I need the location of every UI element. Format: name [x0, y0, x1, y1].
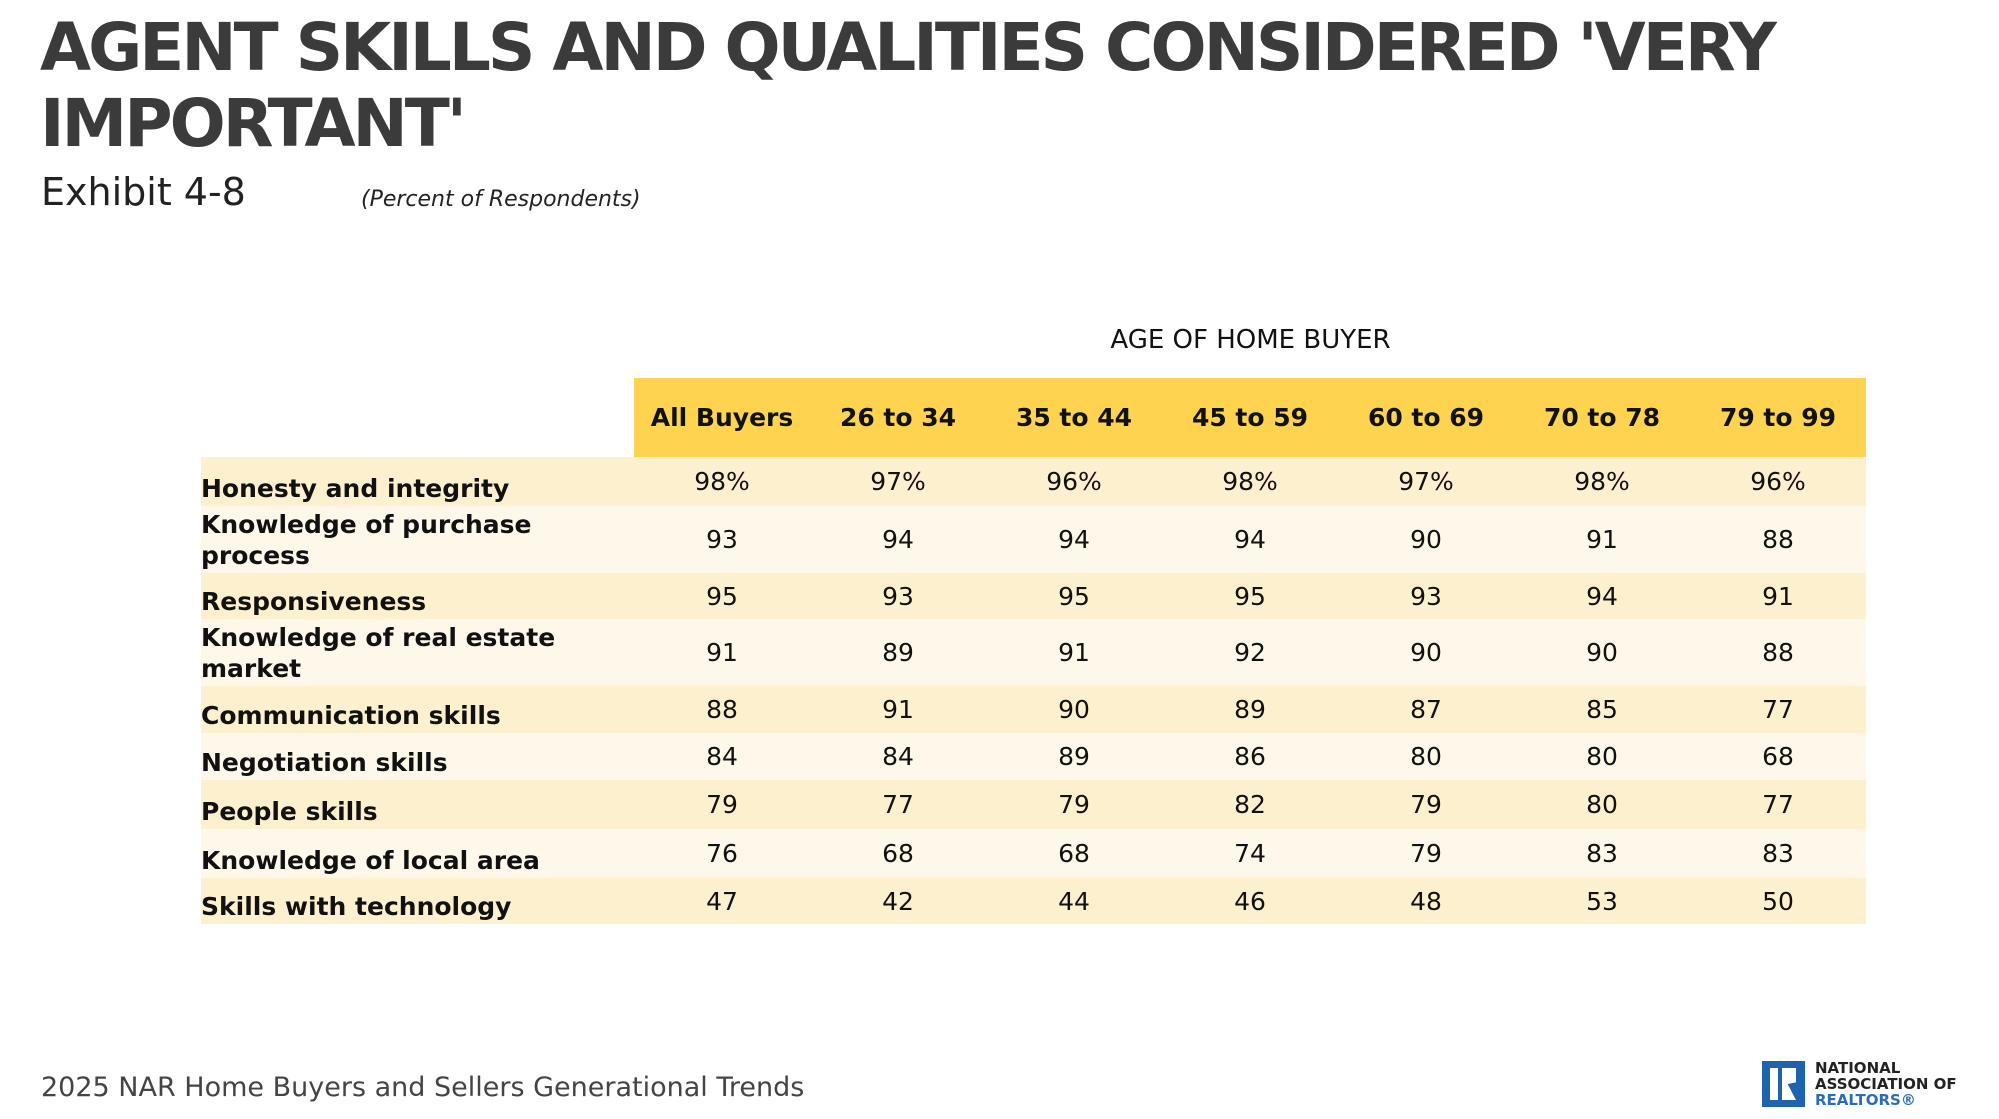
footer-source: 2025 NAR Home Buyers and Sellers Generat… — [41, 1072, 805, 1103]
value-cell: 97% — [810, 457, 986, 506]
value-cell: 77 — [1690, 686, 1866, 733]
value-cell: 89 — [810, 619, 986, 686]
value-cell: 91 — [986, 619, 1162, 686]
column-header: 45 to 59 — [1162, 378, 1338, 457]
column-header: 26 to 34 — [810, 378, 986, 457]
value-cell: 91 — [634, 619, 810, 686]
value-cell: 80 — [1514, 780, 1690, 829]
value-cell: 74 — [1162, 829, 1338, 878]
table-row: Negotiation skills 84 84 89 86 80 80 68 — [201, 733, 1866, 780]
page-title: AGENT SKILLS AND QUALITIES CONSIDERED 'V… — [40, 9, 1777, 162]
value-cell: 89 — [1162, 686, 1338, 733]
value-cell: 48 — [1338, 878, 1514, 924]
value-cell: 93 — [810, 573, 986, 619]
value-cell: 83 — [1514, 829, 1690, 878]
realtor-r-icon — [1762, 1061, 1805, 1107]
value-cell: 88 — [1690, 619, 1866, 686]
value-cell: 88 — [634, 686, 810, 733]
value-cell: 68 — [810, 829, 986, 878]
row-label: People skills — [201, 780, 634, 829]
column-header: 79 to 99 — [1690, 378, 1866, 457]
value-cell: 91 — [1514, 506, 1690, 573]
table-row: Knowledge of purchase process 93 94 94 94 90 9… — [201, 506, 1866, 573]
value-cell: 90 — [986, 686, 1162, 733]
table-row: Knowledge of local area 76 68 68 74 79 83 83 — [201, 829, 1866, 878]
column-header: All Buyers — [634, 378, 810, 457]
value-cell: 83 — [1690, 829, 1866, 878]
value-cell: 96% — [986, 457, 1162, 506]
value-cell: 76 — [634, 829, 810, 878]
value-cell: 94 — [1514, 573, 1690, 619]
value-cell: 87 — [1338, 686, 1514, 733]
value-cell: 44 — [986, 878, 1162, 924]
row-label: Honesty and integrity — [201, 457, 634, 506]
value-cell: 91 — [1690, 573, 1866, 619]
value-cell: 95 — [1162, 573, 1338, 619]
value-cell: 94 — [1162, 506, 1338, 573]
value-cell: 92 — [1162, 619, 1338, 686]
value-cell: 89 — [986, 733, 1162, 780]
value-cell: 53 — [1514, 878, 1690, 924]
value-cell: 77 — [810, 780, 986, 829]
blank-header-cell — [201, 378, 634, 457]
value-cell: 46 — [1162, 878, 1338, 924]
value-cell: 88 — [1690, 506, 1866, 573]
value-cell: 80 — [1338, 733, 1514, 780]
logo-text: NATIONAL ASSOCIATION OF REALTORS® — [1815, 1059, 1957, 1109]
value-cell: 84 — [810, 733, 986, 780]
value-cell: 93 — [1338, 573, 1514, 619]
header-row: All Buyers 26 to 34 35 to 44 45 to 59 60… — [201, 378, 1866, 457]
value-cell: 93 — [634, 506, 810, 573]
value-cell: 98% — [634, 457, 810, 506]
value-cell: 91 — [810, 686, 986, 733]
column-group-label: AGE OF HOME BUYER — [1110, 325, 1391, 355]
value-cell: 96% — [1690, 457, 1866, 506]
subtitle: (Percent of Respondents) — [361, 187, 641, 212]
value-cell: 98% — [1514, 457, 1690, 506]
column-header: 60 to 69 — [1338, 378, 1514, 457]
row-label: Communication skills — [201, 686, 634, 733]
table-row: Knowledge of real estate market 91 89 91 92 9… — [201, 619, 1866, 686]
table-row: People skills 79 77 79 82 79 80 77 — [201, 780, 1866, 829]
exhibit-number: Exhibit 4-8 — [41, 170, 246, 214]
value-cell: 79 — [1338, 829, 1514, 878]
value-cell: 82 — [1162, 780, 1338, 829]
row-label: Knowledge of local area — [201, 829, 634, 878]
value-cell: 85 — [1514, 686, 1690, 733]
value-cell: 90 — [1338, 506, 1514, 573]
value-cell: 86 — [1162, 733, 1338, 780]
value-cell: 95 — [634, 573, 810, 619]
value-cell: 95 — [986, 573, 1162, 619]
row-label: Knowledge of real estate market — [201, 619, 634, 686]
row-label: Knowledge of purchase process — [201, 506, 634, 573]
table-row: Honesty and integrity 98% 97% 96% 98% 97% 98% 9… — [201, 457, 1866, 506]
value-cell: 84 — [634, 733, 810, 780]
value-cell: 90 — [1514, 619, 1690, 686]
value-cell: 97% — [1338, 457, 1514, 506]
table-row: Skills with technology 47 42 44 46 48 53 50 — [201, 878, 1866, 924]
row-label: Responsiveness — [201, 573, 634, 619]
column-header: 70 to 78 — [1514, 378, 1690, 457]
value-cell: 79 — [1338, 780, 1514, 829]
value-cell: 68 — [986, 829, 1162, 878]
value-cell: 80 — [1514, 733, 1690, 780]
value-cell: 47 — [634, 878, 810, 924]
data-table: All Buyers 26 to 34 35 to 44 45 to 59 60… — [201, 378, 1866, 924]
value-cell: 79 — [986, 780, 1162, 829]
value-cell: 98% — [1162, 457, 1338, 506]
row-label: Negotiation skills — [201, 733, 634, 780]
value-cell: 79 — [634, 780, 810, 829]
value-cell: 42 — [810, 878, 986, 924]
table-row: Communication skills 88 91 90 89 87 85 77 — [201, 686, 1866, 733]
value-cell: 68 — [1690, 733, 1866, 780]
value-cell: 50 — [1690, 878, 1866, 924]
column-header: 35 to 44 — [986, 378, 1162, 457]
value-cell: 94 — [810, 506, 986, 573]
table-row: Responsiveness 95 93 95 95 93 94 91 — [201, 573, 1866, 619]
value-cell: 94 — [986, 506, 1162, 573]
value-cell: 77 — [1690, 780, 1866, 829]
row-label: Skills with technology — [201, 878, 634, 924]
value-cell: 90 — [1338, 619, 1514, 686]
nar-logo: NATIONAL ASSOCIATION OF REALTORS® — [1762, 1060, 1957, 1108]
